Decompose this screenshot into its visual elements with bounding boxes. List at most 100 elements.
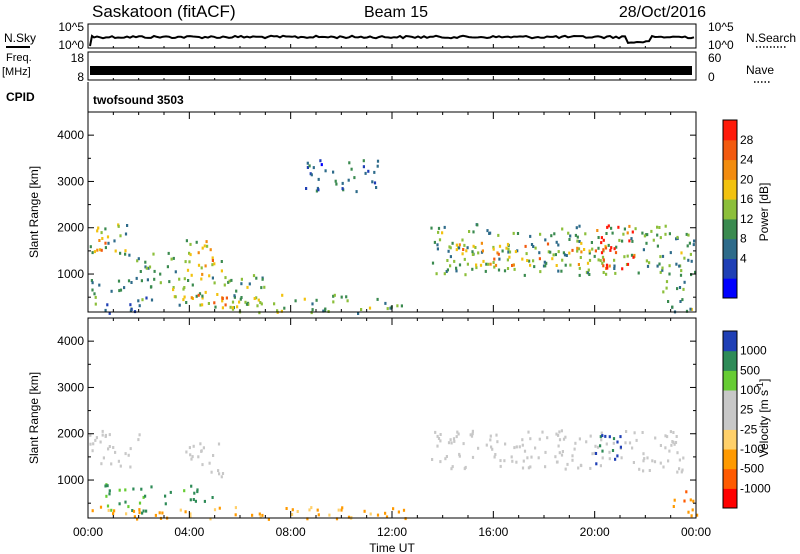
power-cell (436, 243, 439, 247)
cpid-label: CPID (6, 90, 35, 104)
power-cell (367, 169, 370, 173)
power-cell (188, 260, 191, 264)
time-tick-label: 00:00 (681, 525, 711, 539)
velocity-cell (633, 431, 636, 435)
velocity-cell (104, 484, 107, 488)
station-title: Saskatoon (fitACF) (92, 2, 236, 21)
power-cell (497, 233, 500, 237)
power-cell (526, 259, 529, 262)
power-cell (389, 306, 392, 310)
power-cell (170, 257, 173, 261)
power-cell (182, 287, 185, 291)
velocity-cell (384, 511, 387, 515)
velocity-cell (579, 463, 582, 467)
velocity-cell (310, 506, 313, 510)
power-cell (568, 238, 571, 241)
power-cell (308, 164, 311, 168)
velocity-cell (285, 507, 288, 510)
power-cell (186, 268, 190, 272)
velocity-cell (200, 449, 203, 453)
velocity-cell (529, 437, 532, 441)
time-tick-label: 04:00 (174, 525, 204, 539)
power-cell (506, 258, 509, 262)
velocity-cell (397, 510, 400, 514)
velocity-cell (190, 457, 193, 461)
power-cell (149, 285, 153, 289)
power-cell (310, 173, 313, 177)
velocity-cell (145, 509, 148, 513)
power-cell (557, 250, 560, 254)
velocity-cell (643, 457, 646, 461)
power-cell (213, 262, 216, 266)
power-cell (303, 297, 306, 301)
power-cell (512, 231, 515, 235)
power-cell (231, 306, 234, 310)
power-cell (560, 269, 563, 273)
power-cell (446, 268, 449, 272)
velocity-cell (668, 449, 671, 453)
colorbar-tick-label: 24 (740, 153, 754, 167)
power-cell (631, 230, 634, 234)
power-cell (501, 249, 504, 253)
velocity-cell (675, 435, 678, 438)
power-cell (127, 279, 131, 283)
velocity-cell (601, 456, 604, 460)
velocity-cell (201, 463, 204, 467)
power-cell (166, 265, 169, 269)
power-cell (119, 288, 123, 292)
velocity-cell (189, 512, 192, 516)
velocity-cell (555, 432, 558, 436)
velocity-cell (578, 437, 581, 441)
freq-tick-bottom: 8 (77, 70, 84, 84)
power-cell (245, 302, 249, 306)
power-cell (449, 255, 452, 259)
velocity-cell (193, 491, 196, 495)
colorbar-tick-label: 12 (740, 212, 754, 226)
velocity-cell (164, 502, 167, 506)
velocity-cell (129, 465, 132, 469)
velocity-cell (132, 509, 136, 513)
velocity-cell (114, 450, 117, 454)
power-cell (664, 232, 667, 236)
power-cell (562, 251, 565, 255)
power-cell (602, 271, 605, 274)
power-cell (263, 285, 266, 289)
power-cell (206, 244, 209, 248)
power-cell (240, 277, 243, 281)
velocity-cell (306, 517, 309, 521)
power-cell (605, 263, 609, 267)
colorbar-tick-label: 20 (740, 172, 754, 186)
velocity-cell (494, 453, 497, 456)
power-cell (623, 227, 626, 231)
power-cell (183, 277, 186, 281)
power-cell (497, 252, 500, 256)
velocity-cell (672, 440, 675, 444)
power-cell (311, 302, 314, 306)
power-cell (260, 286, 263, 290)
power-cell (106, 235, 110, 239)
velocity-cell (141, 511, 144, 515)
colorbar-swatch (723, 429, 737, 450)
power-cell (216, 293, 219, 296)
power-cell (184, 260, 187, 264)
velocity-cell (557, 444, 560, 448)
velocity-cell (537, 456, 540, 460)
velocity-cell (489, 438, 492, 442)
velocity-cell (560, 429, 563, 433)
velocity-cell (92, 442, 95, 446)
velocity-cell (129, 447, 132, 451)
power-cell (590, 241, 593, 244)
power-cell (617, 225, 620, 229)
power-cell (493, 257, 496, 261)
power-cell (458, 263, 462, 267)
velocity-cell (612, 437, 616, 441)
power-cell (346, 299, 349, 303)
velocity-cell (108, 445, 111, 448)
velocity-cell (642, 459, 645, 463)
colorbar-tick-label: 16 (740, 192, 754, 206)
velocity-cell (308, 508, 311, 512)
velocity-cell (683, 499, 686, 503)
velocity-cell (692, 499, 695, 503)
power-cell (485, 262, 488, 266)
power-cell (648, 261, 651, 265)
